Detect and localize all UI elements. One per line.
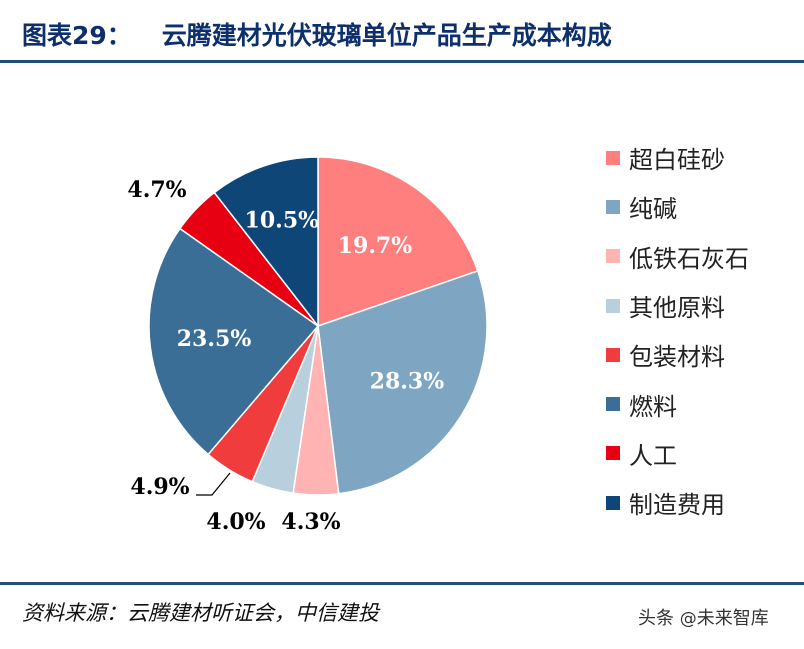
legend-label: 人工 bbox=[629, 441, 677, 470]
header-divider bbox=[0, 60, 804, 63]
legend-item-5: 包装材料 bbox=[606, 330, 749, 379]
data-label-1: 19.7% bbox=[338, 233, 413, 259]
watermark-at: @ bbox=[679, 609, 697, 629]
legend-label: 低铁石灰石 bbox=[629, 244, 749, 273]
figure-title: 云腾建材光伏玻璃单位产品生产成本构成 bbox=[161, 21, 612, 50]
legend-item-2: 纯碱 bbox=[606, 182, 749, 231]
legend-item-4: 其他原料 bbox=[606, 281, 749, 330]
legend-swatch bbox=[606, 298, 620, 313]
data-label-4: 4.0% bbox=[206, 509, 265, 535]
leader-line-5 bbox=[196, 472, 231, 496]
legend-swatch bbox=[606, 446, 620, 461]
footer-divider bbox=[0, 582, 804, 585]
pie-slices bbox=[148, 156, 488, 496]
data-label-8: 10.5% bbox=[245, 208, 320, 234]
legend-label: 其他原料 bbox=[629, 294, 725, 323]
legend-label: 制造费用 bbox=[629, 491, 725, 520]
data-label-6: 23.5% bbox=[177, 326, 252, 352]
source-note: 资料来源：云腾建材听证会，中信建投 bbox=[22, 601, 379, 625]
legend-swatch bbox=[606, 495, 620, 510]
legend-label: 燃料 bbox=[629, 392, 677, 421]
data-label-3: 4.3% bbox=[281, 509, 340, 535]
legend-item-6: 燃料 bbox=[606, 379, 749, 428]
watermark-prefix: 头条 bbox=[638, 608, 674, 629]
data-label-7: 4.7% bbox=[127, 177, 186, 203]
watermark: 头条 @未来智库 bbox=[638, 604, 769, 634]
pie-data-labels: 19.7% 28.3% 4.3% 4.0% 4.9% 23.5% 4.7% 10.5% bbox=[127, 177, 444, 535]
legend-label: 纯碱 bbox=[629, 195, 677, 224]
legend-swatch bbox=[606, 249, 620, 264]
label-leader-lines bbox=[196, 472, 231, 496]
chart-legend: 超白硅砂纯碱低铁石灰石其他原料包装材料燃料人工制造费用 bbox=[606, 133, 749, 527]
pie-slice-1 bbox=[317, 156, 479, 328]
legend-swatch bbox=[606, 347, 620, 362]
watermark-name: 未来智库 bbox=[696, 608, 769, 629]
legend-swatch bbox=[606, 199, 620, 214]
legend-item-3: 低铁石灰石 bbox=[606, 232, 749, 281]
figure-number: 图表29： bbox=[22, 21, 132, 50]
legend-swatch bbox=[606, 397, 620, 412]
legend-label: 包装材料 bbox=[629, 343, 725, 372]
page-title: 图表29： 云腾建材光伏玻璃单位产品生产成本构成 bbox=[22, 14, 612, 58]
pie-slice-8 bbox=[213, 156, 319, 329]
legend-label: 超白硅砂 bbox=[629, 146, 725, 175]
legend-swatch bbox=[606, 150, 620, 165]
legend-item-8: 制造费用 bbox=[606, 478, 749, 527]
data-label-5: 4.9% bbox=[130, 474, 189, 500]
pie-slice-6 bbox=[148, 227, 320, 456]
legend-item-7: 人工 bbox=[606, 429, 749, 478]
data-label-2: 28.3% bbox=[370, 369, 445, 395]
pie-slice-2 bbox=[317, 269, 488, 495]
pie-chart: 19.7% 28.3% 4.3% 4.0% 4.9% 23.5% 4.7% 10.5% bbox=[127, 156, 488, 535]
legend-item-1: 超白硅砂 bbox=[606, 133, 749, 182]
